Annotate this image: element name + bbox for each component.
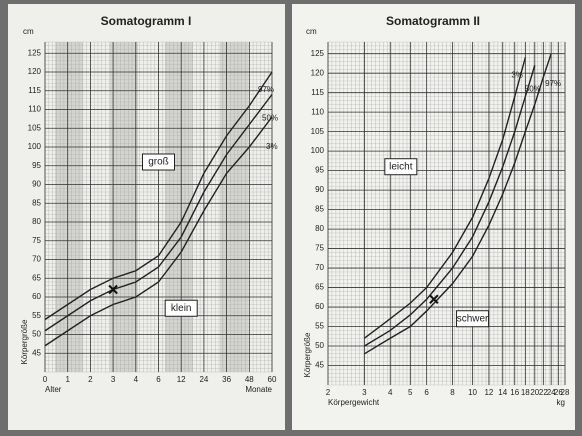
legend-label: 50% (525, 84, 541, 93)
y-axis-label: Körpergröße (303, 332, 312, 377)
x-axis-label: Körpergewicht (328, 398, 380, 407)
y-tick-label: 60 (315, 302, 324, 311)
x-tick-label: 26 (554, 388, 563, 397)
y-tick-label: 65 (315, 283, 324, 292)
annotation: leicht (389, 161, 413, 172)
y-tick-label: 110 (311, 107, 324, 116)
x-axis-label: Alter (45, 385, 62, 394)
y-tick-label: 100 (311, 146, 325, 155)
y-tick-label: 120 (311, 68, 325, 77)
x-tick-label: 2 (88, 375, 93, 384)
x-unit: kg (557, 398, 565, 407)
y-tick-label: 115 (28, 86, 41, 95)
y-tick-label: 120 (28, 67, 42, 76)
y-tick-label: 95 (315, 166, 324, 175)
y-tick-label: 65 (32, 273, 41, 282)
x-tick-label: 1 (65, 375, 70, 384)
x-tick-label: 22 (539, 388, 548, 397)
y-tick-label: 50 (315, 341, 324, 350)
x-tick-label: 48 (245, 375, 254, 384)
legend-label: 3% (511, 71, 523, 80)
annotation-box (142, 153, 175, 171)
x-tick-label: 60 (268, 375, 277, 384)
y-tick-label: 95 (32, 161, 41, 170)
y-tick-label: 70 (32, 255, 41, 264)
x-tick-label: 18 (521, 388, 530, 397)
annotation-box (384, 158, 418, 176)
y-tick-label: 45 (32, 348, 41, 357)
annotation: groß (148, 157, 169, 168)
x-tick-label: 2 (326, 388, 331, 397)
x-tick-label: 24 (199, 375, 208, 384)
legend-label: 50% (262, 114, 278, 123)
x-tick-label: 20 (530, 388, 539, 397)
x-tick-label: 8 (450, 388, 455, 397)
y-unit: cm (23, 27, 34, 36)
chart-title: Somatogramm II (386, 14, 480, 28)
annotation-box (164, 299, 198, 317)
x-tick-label: 3 (111, 375, 116, 384)
x-tick-label: 28 (561, 388, 570, 397)
chart-title: Somatogramm I (101, 14, 192, 28)
y-tick-label: 125 (311, 49, 325, 58)
x-tick-label: 14 (498, 388, 507, 397)
y-tick-label: 105 (28, 123, 42, 132)
x-tick-label: 24 (547, 388, 556, 397)
cross-marker (108, 284, 118, 295)
y-tick-label: 55 (32, 311, 41, 320)
legend-label: 97% (258, 85, 274, 94)
percentile-line (44, 94, 273, 332)
x-tick-label: 6 (156, 375, 161, 384)
percentile-line (44, 71, 273, 321)
y-tick-label: 100 (28, 142, 42, 151)
legend-label: 3% (266, 142, 278, 151)
y-tick-label: 85 (315, 205, 324, 214)
x-tick-label: 16 (510, 388, 519, 397)
cross-marker (429, 294, 439, 304)
y-tick-label: 50 (32, 330, 41, 339)
y-tick-label: 60 (32, 292, 41, 301)
y-tick-label: 115 (311, 88, 324, 97)
annotation: schwer (457, 313, 489, 324)
y-axis-label: Körpergröße (20, 319, 29, 364)
y-tick-label: 75 (32, 236, 41, 245)
x-unit: Monate (245, 385, 272, 394)
y-tick-label: 105 (311, 127, 325, 136)
y-tick-label: 85 (32, 198, 41, 207)
y-tick-label: 125 (28, 48, 42, 57)
annotation-box (456, 310, 490, 328)
y-tick-label: 80 (32, 217, 41, 226)
y-tick-label: 110 (28, 105, 41, 114)
y-tick-label: 75 (315, 244, 324, 253)
x-tick-label: 6 (424, 388, 429, 397)
page-right (292, 4, 575, 430)
x-tick-label: 4 (388, 388, 393, 397)
y-tick-label: 90 (315, 185, 324, 194)
percentile-line (364, 53, 552, 355)
percentile-line (363, 57, 526, 339)
x-tick-label: 10 (468, 388, 477, 397)
x-tick-label: 4 (134, 375, 139, 384)
x-tick-label: 5 (408, 388, 413, 397)
x-tick-label: 0 (43, 375, 48, 384)
x-tick-label: 3 (362, 388, 367, 397)
y-tick-label: 45 (315, 361, 324, 370)
percentile-line (364, 65, 536, 347)
x-tick-label: 36 (222, 375, 231, 384)
annotation: klein (171, 303, 192, 314)
y-tick-label: 70 (315, 263, 324, 272)
percentile-line (44, 116, 273, 347)
y-tick-label: 90 (32, 180, 41, 189)
y-unit: cm (306, 27, 317, 36)
x-tick-label: 12 (177, 375, 186, 384)
y-tick-label: 55 (315, 322, 324, 331)
legend-label: 97% (545, 79, 561, 88)
x-tick-label: 12 (484, 388, 493, 397)
y-tick-label: 80 (315, 224, 324, 233)
